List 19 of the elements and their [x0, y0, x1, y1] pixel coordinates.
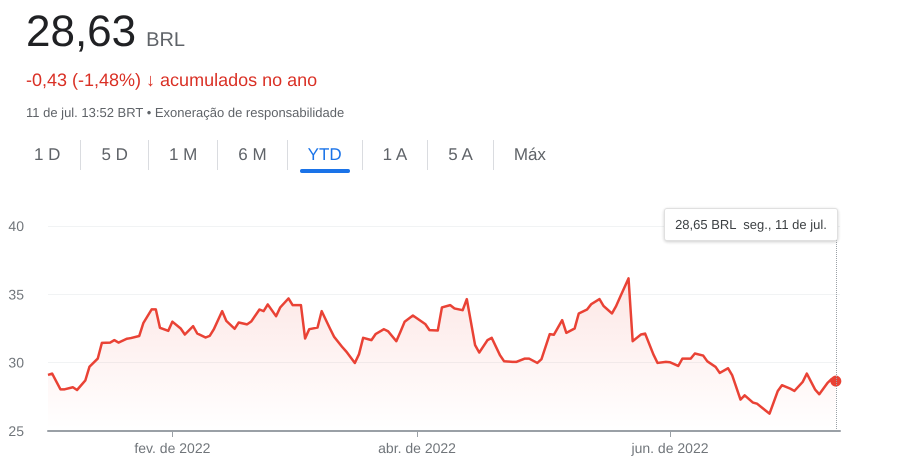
text: 1 A [362, 140, 428, 170]
text: 11 de jul. 13:52 BRT • Exoneração de responsabilidade [26, 105, 344, 120]
text: 1 M [148, 140, 218, 170]
text: 5 D [80, 140, 148, 170]
y-tick-label: 40 [8, 218, 24, 234]
text: Máx [492, 140, 566, 170]
annotation: 28,65 BRL seg., 11 de jul. [664, 208, 838, 241]
y-tick-label: 30 [8, 354, 24, 371]
chart-title: 28,63 BRL [26, 7, 186, 58]
text: 5 A [427, 140, 493, 170]
x-tick-label: jun. de 2022 [630, 440, 709, 456]
chart-subtitle: -0,43 (-1,48%) ↓ acumulados no ano [26, 70, 318, 91]
text: 6 M [217, 140, 287, 170]
text: 1 D [33, 144, 62, 166]
x-tick-label: fev. de 2022 [134, 440, 211, 456]
text: YTD [286, 140, 362, 170]
y-tick-label: 35 [8, 286, 24, 302]
y-tick-label: 25 [8, 423, 24, 439]
x-tick-label: abr. de 2022 [378, 440, 456, 456]
